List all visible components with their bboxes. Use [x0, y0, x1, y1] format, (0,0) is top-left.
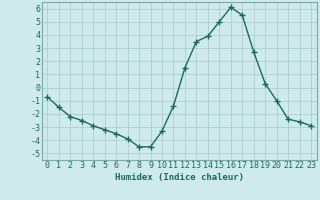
X-axis label: Humidex (Indice chaleur): Humidex (Indice chaleur) — [115, 173, 244, 182]
